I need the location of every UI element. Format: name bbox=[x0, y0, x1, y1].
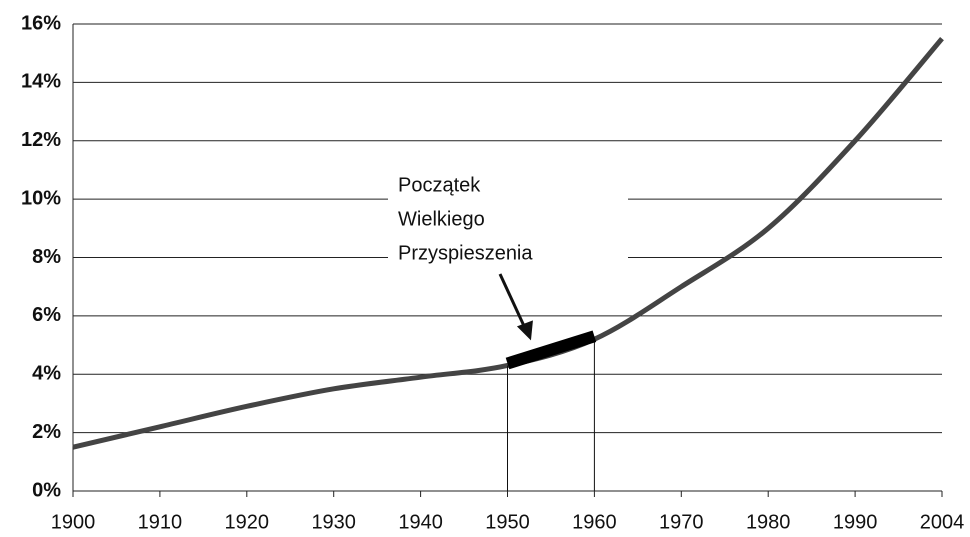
y-tick-label: 0% bbox=[32, 479, 61, 501]
x-tick-label: 1990 bbox=[833, 511, 878, 533]
highlight-segment bbox=[505, 330, 597, 370]
x-tick-label: 1980 bbox=[746, 511, 791, 533]
y-tick-label: 12% bbox=[21, 129, 61, 151]
y-tick-label: 10% bbox=[21, 187, 61, 209]
x-tick-label: 2004 bbox=[920, 511, 965, 533]
x-tick-label: 1970 bbox=[659, 511, 704, 533]
x-tick-label: 1900 bbox=[51, 511, 96, 533]
arrow-shaft bbox=[498, 273, 529, 333]
y-tick-label: 16% bbox=[21, 12, 61, 34]
y-tick-label: 14% bbox=[21, 71, 61, 93]
x-tick-label: 1950 bbox=[485, 511, 530, 533]
annotation-text: Początek bbox=[398, 174, 481, 196]
annotation-box bbox=[388, 165, 628, 270]
x-tick-label: 1920 bbox=[225, 511, 270, 533]
x-tick-label: 1940 bbox=[398, 511, 443, 533]
arrow-head bbox=[516, 320, 533, 341]
y-tick-label: 4% bbox=[32, 363, 61, 385]
annotation-text: Wielkiego bbox=[398, 208, 485, 230]
x-tick-label: 1960 bbox=[572, 511, 617, 533]
x-tick-label: 1910 bbox=[138, 511, 183, 533]
y-tick-label: 2% bbox=[32, 421, 61, 443]
annotation-text: Przyspieszenia bbox=[398, 242, 533, 264]
x-tick-label: 1930 bbox=[311, 511, 356, 533]
y-tick-label: 6% bbox=[32, 304, 61, 326]
y-tick-label: 8% bbox=[32, 246, 61, 268]
